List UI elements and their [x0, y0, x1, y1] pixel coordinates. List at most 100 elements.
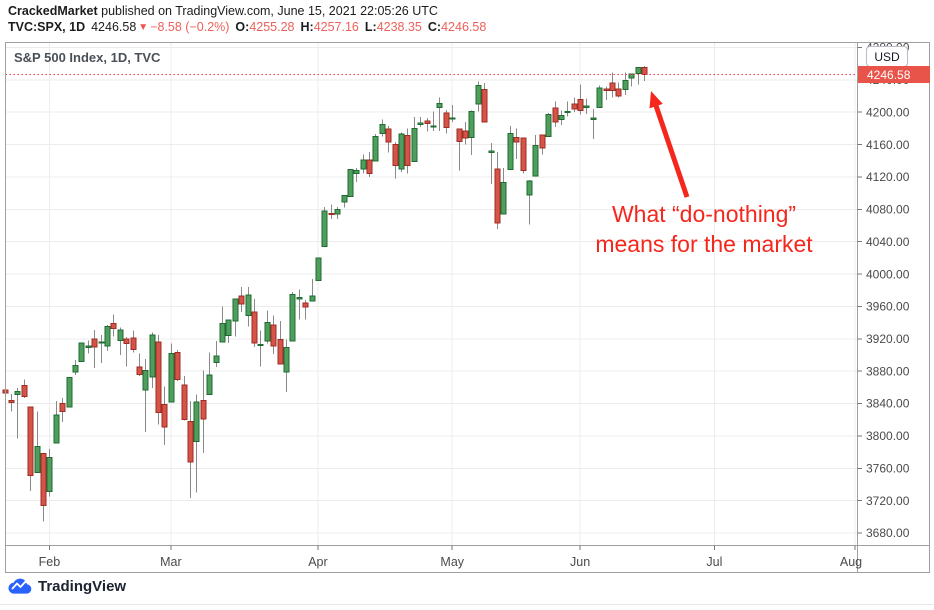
- candle-body: [117, 329, 124, 341]
- bottom-divider: [0, 604, 934, 605]
- annotation-line-2: means for the market: [595, 231, 813, 257]
- candle-body: [443, 112, 450, 129]
- price-tick-label: 4000.00: [866, 267, 910, 281]
- price-tick-label: 3960.00: [866, 300, 910, 314]
- candle-body: [27, 406, 34, 477]
- candle-body: [232, 298, 239, 322]
- candle-body: [596, 87, 603, 108]
- candle-body: [14, 390, 21, 396]
- candle-body: [622, 80, 629, 91]
- candle-body: [238, 295, 245, 305]
- candle-body: [424, 120, 431, 125]
- open-label: O:: [235, 20, 250, 34]
- time-tick-label: Mar: [160, 555, 182, 569]
- candle-body: [110, 322, 117, 329]
- candle-body: [181, 384, 188, 421]
- tradingview-logo[interactable]: TradingView: [8, 578, 126, 595]
- high-label: H:: [300, 20, 314, 34]
- candle-body: [513, 136, 520, 143]
- candle-body: [379, 123, 386, 134]
- candle-body: [34, 445, 41, 473]
- candle-body: [277, 339, 284, 365]
- candle-body: [411, 127, 418, 163]
- candle-body: [436, 102, 443, 108]
- candle-body: [526, 180, 533, 196]
- candle-body: [142, 369, 149, 391]
- price-axis[interactable]: 4280.004240.004200.004160.004120.004080.…: [857, 41, 910, 541]
- candle-body: [500, 182, 507, 215]
- price-tick-label: 3920.00: [866, 332, 910, 346]
- candle-body: [341, 195, 348, 203]
- candle-body: [187, 420, 194, 463]
- candle-body: [309, 295, 316, 302]
- candle-body: [635, 67, 642, 74]
- candle-body: [219, 322, 226, 343]
- candle-body: [264, 322, 271, 342]
- candle-body: [532, 144, 539, 177]
- candle-body: [609, 82, 616, 91]
- candle-body: [603, 88, 610, 91]
- candle-body: [468, 110, 475, 138]
- price-tick-label: 3840.00: [866, 397, 910, 411]
- pane-borders: [5, 42, 930, 573]
- time-tick-label: Aug: [840, 555, 862, 569]
- tradingview-cloud-icon: [8, 578, 32, 594]
- price-change: −8.58 (−0.2%): [150, 20, 230, 34]
- last-price: 4246.58: [91, 20, 137, 34]
- price-tick-label: 3680.00: [866, 526, 910, 540]
- candle-body: [353, 169, 360, 175]
- candle-body: [78, 342, 85, 362]
- arrow-head-icon: [649, 91, 663, 109]
- candle-body: [456, 128, 463, 142]
- currency-usd-button[interactable]: USD: [866, 46, 908, 67]
- candle-body: [251, 311, 258, 344]
- author-name: CrackedMarket: [8, 4, 98, 18]
- candle-body: [507, 132, 514, 171]
- annotation-line-1: What “do-nothing”: [611, 201, 797, 227]
- candle-body: [558, 114, 565, 121]
- candle-body: [123, 338, 130, 345]
- annotation-text: What “do-nothing” means for the market: [578, 199, 830, 259]
- candle-body: [289, 293, 296, 342]
- candle-body: [245, 294, 252, 316]
- candle-body: [257, 343, 264, 347]
- time-tick-label: Jun: [570, 555, 590, 569]
- candle-body: [590, 117, 597, 121]
- time-axis-border: [5, 545, 858, 573]
- candle-body: [404, 135, 411, 167]
- time-tick-label: Apr: [308, 555, 327, 569]
- candle-body: [347, 169, 354, 197]
- candle-body: [430, 125, 437, 128]
- candle-body: [577, 98, 584, 112]
- candle-body: [321, 210, 328, 248]
- candle-body: [85, 345, 92, 348]
- publish-header: CrackedMarket published on TradingView.c…: [8, 3, 438, 19]
- close-value: 4246.58: [441, 20, 487, 34]
- candle-body: [213, 355, 220, 363]
- candle-body: [628, 73, 635, 79]
- candle-body: [72, 365, 79, 373]
- time-tick-label: Jul: [706, 555, 722, 569]
- price-tick-label: 4160.00: [866, 138, 910, 152]
- candle-body: [225, 319, 232, 337]
- candle-body: [641, 67, 648, 76]
- candle-body: [59, 403, 66, 413]
- candle-body: [360, 159, 367, 170]
- candle-body: [564, 110, 571, 114]
- arrow-shaft: [651, 99, 690, 198]
- candle-body: [315, 257, 322, 282]
- time-tick-label: May: [440, 555, 464, 569]
- time-axis[interactable]: Feb Mar Apr May Jun Jul Aug: [39, 545, 863, 570]
- symbol-name: TVC:SPX, 1D: [8, 20, 86, 34]
- candle-body: [104, 326, 111, 347]
- high-value: 4257.16: [313, 20, 359, 34]
- candle-body: [552, 107, 559, 123]
- candle-body: [206, 374, 213, 396]
- grid-lines: [5, 42, 858, 546]
- low-label: L:: [364, 20, 377, 34]
- tradingview-logo-text: TradingView: [38, 578, 127, 595]
- candle-body: [334, 208, 341, 215]
- symbol-header: TVC:SPX, 1D 4246.58 ▼ −8.58 (−0.2%) O:4255.2…: [8, 19, 486, 36]
